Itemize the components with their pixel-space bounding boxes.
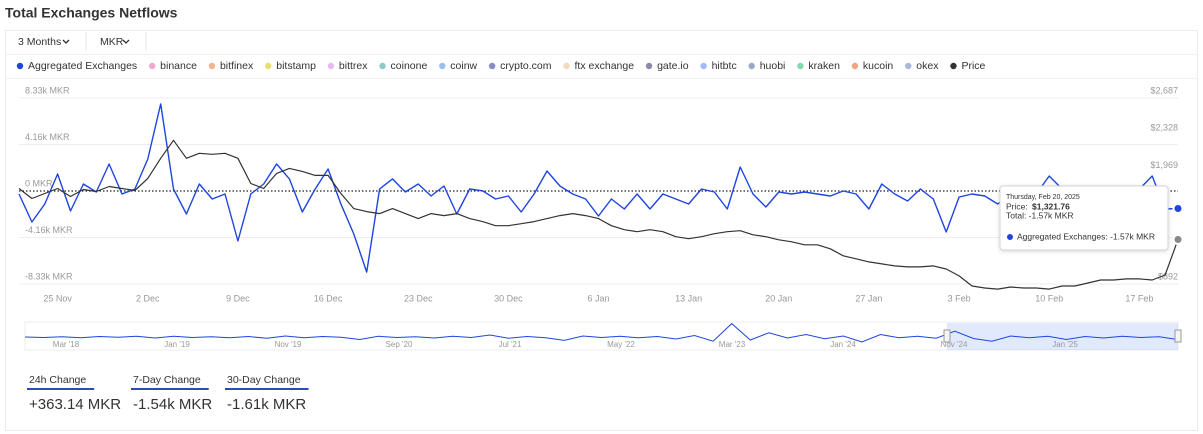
x-tick-label: 13 Jan [675,293,702,303]
navigator-label: Mar '23 [719,340,746,349]
legend-dot[interactable] [208,62,216,70]
stat-label: 30-Day Change [227,374,301,386]
unit-dropdown[interactable]: MKR [100,36,124,48]
tooltip-price-value: $1,321.76 [1032,201,1070,211]
x-tick-label: 3 Feb [948,293,971,303]
tooltip-series: Aggregated Exchanges: -1.57k MKR [1017,231,1155,241]
legend-dot[interactable] [905,62,912,70]
legend-label[interactable]: kraken [808,60,840,72]
page-title: Total Exchanges Netflows [5,5,178,21]
legend-dot[interactable] [148,62,156,70]
x-tick-label: 16 Dec [314,293,343,303]
legend-dot[interactable] [488,62,496,70]
y-tick-label: 0 MKR [25,178,53,188]
tooltip-total: Total: -1.57k MKR [1006,210,1074,220]
stat-label: 7-Day Change [133,374,201,386]
x-tick-label: 2 Dec [136,293,160,303]
legend-label[interactable]: kucoin [863,60,894,72]
y2-tick-label: $1,969 [1150,160,1178,170]
chevron [62,39,70,44]
card [5,30,1198,431]
navigator-label: Nov '24 [941,340,968,349]
legend-dot[interactable] [379,62,386,70]
legend-dot[interactable] [563,62,570,70]
x-tick-label: 27 Jan [855,293,882,303]
legend-dot[interactable] [851,62,859,70]
legend-label[interactable]: gate.io [657,60,689,72]
stat-value: -1.61k MKR [227,396,306,413]
navigator-label: Mar '18 [53,340,80,349]
legend-label[interactable]: okex [916,60,939,72]
chevron [122,39,130,44]
y2-tick-label: $2,328 [1150,123,1178,133]
legend-dot[interactable] [950,62,957,70]
navigator-selection[interactable] [947,323,1178,350]
legend-label[interactable]: Price [961,60,985,72]
legend-dot[interactable] [797,62,804,70]
navigator-handle[interactable] [1174,329,1182,343]
y2-tick-label: $892 [1158,271,1178,281]
stat-underline [131,388,209,390]
x-tick-label: 9 Dec [226,293,250,303]
x-tick-label: 10 Feb [1035,293,1063,303]
series-line [18,103,1179,273]
navigator-handle[interactable] [943,329,951,343]
x-tick-label: 30 Dec [494,293,523,303]
legend-label[interactable]: bitstamp [276,60,316,72]
x-tick-label: 23 Dec [404,293,433,303]
hover-marker [1172,203,1184,215]
x-tick-label: 17 Feb [1125,293,1153,303]
legend-label[interactable]: huobi [760,60,786,72]
tooltip-date: Thursday, Feb 20, 2025 [1006,194,1080,201]
legend-dot[interactable] [645,62,653,70]
legend-label[interactable]: hitbtc [712,60,737,72]
range-dropdown[interactable]: 3 Months [18,36,61,48]
stat-value: -1.54k MKR [133,396,212,413]
y-tick-label: -4.16k MKR [25,225,73,235]
legend-label[interactable]: bitfinex [220,60,254,72]
y2-tick-label: $2,687 [1150,85,1178,95]
navigator-label: Jan '25 [1052,340,1078,349]
navigator-label: Jul '21 [499,340,522,349]
navigator-label: Nov '19 [275,340,302,349]
legend-label[interactable]: bittrex [339,60,368,72]
y-tick-label: 4.16k MKR [25,132,70,142]
legend-dot[interactable] [265,62,272,70]
navigator-line [24,322,1179,343]
x-tick-label: 20 Jan [765,293,792,303]
navigator-label: Jan '19 [164,340,190,349]
legend-label[interactable]: Aggregated Exchanges [28,60,137,72]
legend-label[interactable]: crypto.com [500,60,552,72]
legend-dot[interactable] [16,62,24,70]
legend-label[interactable]: coinone [391,60,428,72]
navigator-label: Sep '20 [386,340,413,349]
legend-dot[interactable] [748,62,755,70]
legend-dot[interactable] [439,62,446,70]
tooltip-dot [1007,234,1013,240]
tooltip-box [999,185,1169,251]
tooltip-price-label: Price: [1006,201,1028,211]
legend-label[interactable]: coinw [450,60,477,72]
stat-underline [225,388,309,390]
legend-label[interactable]: ftx exchange [575,60,635,72]
y-tick-label: 8.33k MKR [25,85,70,95]
series-line [18,139,1179,290]
legend-dot[interactable] [700,62,707,70]
hover-marker [1172,233,1184,245]
y-tick-label: -8.33k MKR [25,271,73,281]
stat-underline [27,388,95,390]
legend-label[interactable]: binance [160,60,197,72]
legend-dot[interactable] [327,62,335,70]
x-tick-label: 25 Nov [43,293,72,303]
stat-label: 24h Change [29,374,86,386]
navigator-label: Jan '24 [830,340,856,349]
navigator-label: May '22 [607,340,635,349]
x-tick-label: 6 Jan [587,293,609,303]
stat-value: +363.14 MKR [29,396,121,413]
